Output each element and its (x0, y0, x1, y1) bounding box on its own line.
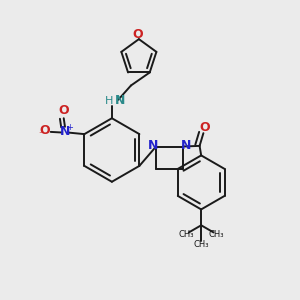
Text: ⁻: ⁻ (38, 131, 43, 141)
Text: CH₃: CH₃ (208, 230, 224, 239)
Text: O: O (200, 121, 210, 134)
Text: N: N (180, 139, 191, 152)
Text: N: N (115, 94, 125, 107)
Text: N: N (60, 125, 70, 138)
Text: CH₃: CH₃ (178, 230, 194, 239)
Text: O: O (132, 28, 142, 41)
Text: +: + (66, 123, 73, 132)
Text: H: H (105, 96, 113, 106)
Text: O: O (39, 124, 50, 137)
Text: O: O (58, 104, 69, 117)
Text: N: N (148, 139, 159, 152)
Text: CH₃: CH₃ (194, 241, 209, 250)
